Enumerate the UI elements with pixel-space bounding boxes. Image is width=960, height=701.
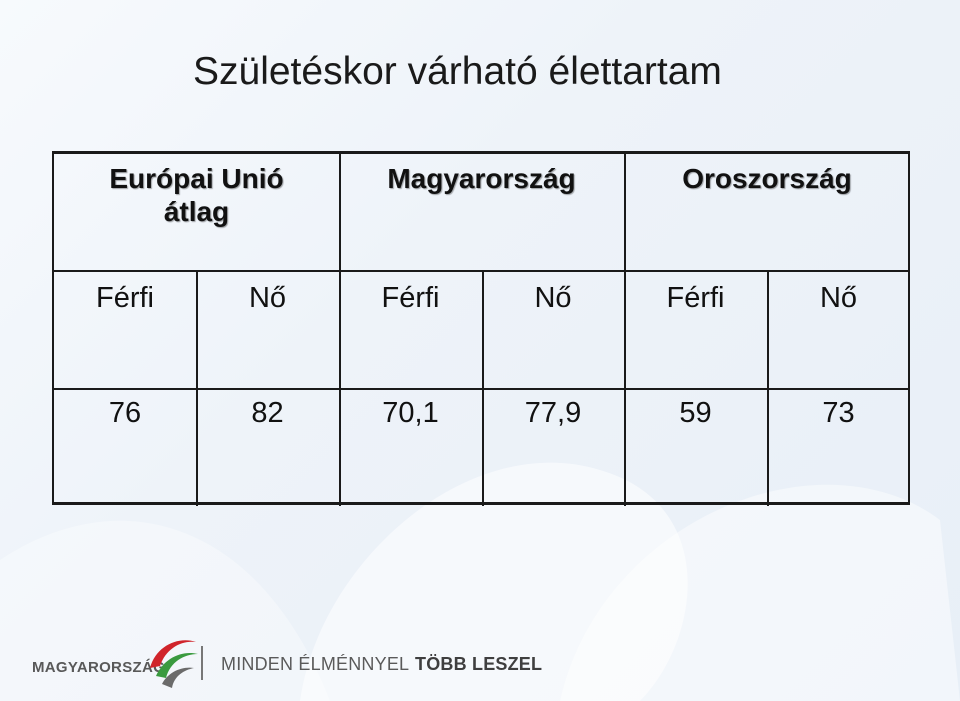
table-column-divider bbox=[196, 270, 198, 506]
table-column-divider bbox=[482, 270, 484, 506]
header-eu-average: Európai Unió átlag bbox=[109, 163, 284, 227]
hungary-swirl-logo-icon bbox=[150, 640, 198, 688]
subheader-eu-female: Nő bbox=[248, 282, 287, 314]
slide-title: Születéskor várható élettartam bbox=[193, 50, 722, 93]
table-column-divider bbox=[339, 270, 341, 506]
subheader-ru-female: Nő bbox=[819, 282, 858, 314]
value-hu-male: 70,1 bbox=[382, 397, 439, 429]
footer-branding: MAGYARORSZÁG MINDEN ÉLMÉNNYEL TÖBB LESZE… bbox=[30, 630, 550, 690]
header-hungary: Magyarország bbox=[387, 163, 576, 194]
footer-separator bbox=[201, 646, 203, 680]
table-column-divider bbox=[767, 270, 769, 506]
life-expectancy-table: Európai Unió átlag Magyarország Oroszors… bbox=[52, 151, 910, 506]
slogan-bold: TÖBB LESZEL bbox=[415, 654, 543, 674]
value-ru-female: 73 bbox=[822, 397, 855, 429]
table-column-divider bbox=[624, 270, 626, 506]
subheader-eu-male: Férfi bbox=[96, 282, 154, 314]
header-russia: Oroszország bbox=[682, 163, 852, 194]
table-column-divider bbox=[339, 154, 341, 270]
subheader-hu-female: Nő bbox=[534, 282, 572, 314]
table-column-divider bbox=[624, 154, 626, 270]
subheader-ru-male: Férfi bbox=[666, 282, 725, 314]
brand-name: MAGYARORSZÁG bbox=[32, 659, 166, 676]
subheader-hu-male: Férfi bbox=[381, 282, 440, 314]
value-hu-female: 77,9 bbox=[524, 397, 582, 429]
table-row-divider bbox=[54, 388, 908, 390]
table-row-divider bbox=[54, 270, 908, 272]
value-eu-male: 76 bbox=[108, 397, 142, 429]
value-eu-female: 82 bbox=[251, 397, 284, 429]
value-ru-male: 59 bbox=[679, 397, 712, 429]
slogan-regular: MINDEN ÉLMÉNNYEL bbox=[221, 654, 410, 674]
